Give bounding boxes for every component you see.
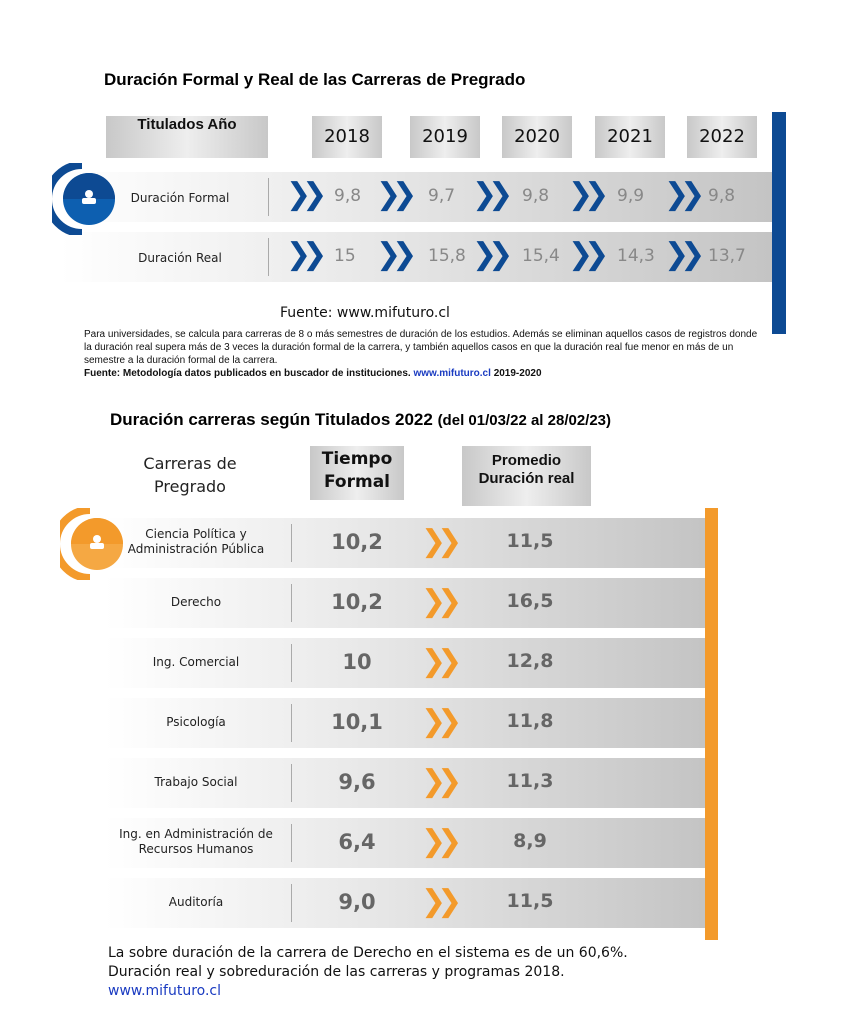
year-header: 2020: [502, 116, 572, 158]
formal-value: 9,0: [338, 890, 376, 914]
blue-accent-bar: [772, 112, 786, 334]
chevron-right-icon: ❯❯: [376, 177, 417, 212]
chevron-right-icon: ❯❯: [568, 237, 609, 272]
real-value: 11,5: [506, 530, 554, 552]
year-value: 9,8: [334, 186, 362, 206]
formal-value: 10,1: [331, 710, 383, 734]
chevron-right-icon: ❯❯: [421, 524, 462, 559]
section1-title: Duración Formal y Real de las Carreras d…: [104, 70, 526, 89]
section2-title-dates: (del 01/03/22 al 28/02/23): [437, 412, 612, 429]
year-value: 9,8: [522, 186, 550, 206]
chevron-right-icon: ❯❯: [421, 584, 462, 619]
year-value: 15: [334, 246, 356, 266]
chevron-right-icon: ❯❯: [286, 177, 327, 212]
career-row: Ing. en Administración de Recursos Human…: [105, 818, 705, 868]
year-header: 2021: [595, 116, 665, 158]
year-value: 9,9: [617, 186, 645, 206]
header-titulados-ano: Titulados Año: [106, 116, 268, 158]
methodology-note: Para universidades, se calcula para carr…: [84, 328, 764, 380]
real-value: 11,5: [506, 890, 554, 912]
chevron-right-icon: ❯❯: [472, 237, 513, 272]
footer-link[interactable]: www.mifuturo.cl: [108, 983, 222, 999]
formal-value: 6,4: [338, 830, 376, 854]
note-text: Para universidades, se calcula para carr…: [84, 329, 758, 366]
row-label: Duración Real: [138, 251, 222, 265]
career-row: Trabajo Social 9,6 ❯❯ 11,3: [105, 758, 705, 808]
real-value: 16,5: [506, 590, 554, 612]
year-value: 9,8: [708, 186, 736, 206]
year-value: 15,4: [522, 246, 560, 266]
col-formal-header: Tiempo Formal: [310, 446, 404, 500]
career-name: Ciencia Política y Administración Públic…: [127, 527, 265, 556]
career-row: Derecho 10,2 ❯❯ 16,5: [105, 578, 705, 628]
note-source: Fuente: Metodología datos publicados en …: [84, 368, 411, 379]
year-header: 2022: [687, 116, 757, 158]
duration-row: Duración Formal ❯❯ 9,8 ❯❯ 9,7 ❯❯ 9,8 ❯❯ 9,9 ❯…: [60, 172, 772, 222]
footer-line1: La sobre duración de la carrera de Derec…: [108, 945, 628, 961]
footer-line2: Duración real y sobreduración de las car…: [108, 964, 565, 980]
real-value: 11,3: [506, 770, 554, 792]
year-value: 15,8: [428, 246, 466, 266]
career-name: Auditoría: [168, 895, 224, 909]
year-header: 2019: [410, 116, 480, 158]
career-row: Auditoría 9,0 ❯❯ 11,5: [105, 878, 705, 928]
col-real-header: Promedio Duración real: [462, 446, 591, 506]
chevron-right-icon: ❯❯: [421, 704, 462, 739]
year-value: 9,7: [428, 186, 456, 206]
formal-value: 10,2: [331, 530, 383, 554]
career-name: Psicología: [166, 715, 226, 729]
footer: La sobre duración de la carrera de Derec…: [108, 944, 628, 1001]
chevron-right-icon: ❯❯: [568, 177, 609, 212]
orange-accent-bar: [705, 508, 718, 940]
real-value: 8,9: [513, 830, 547, 852]
duration-row: Duración Real ❯❯ 15 ❯❯ 15,8 ❯❯ 15,4 ❯❯ 14,3 ❯…: [60, 232, 772, 282]
chevron-right-icon: ❯❯: [421, 824, 462, 859]
source-text: Fuente: www.mifuturo.cl: [280, 305, 450, 321]
note-source-years: 2019-2020: [493, 368, 542, 379]
chevron-right-icon: ❯❯: [421, 764, 462, 799]
chevron-right-icon: ❯❯: [286, 237, 327, 272]
chevron-right-icon: ❯❯: [472, 177, 513, 212]
career-row: Psicología 10,1 ❯❯ 11,8: [105, 698, 705, 748]
note-source-link[interactable]: www.mifuturo.cl: [413, 368, 491, 379]
chevron-right-icon: ❯❯: [421, 884, 462, 919]
formal-value: 9,6: [338, 770, 376, 794]
career-name: Ing. en Administración de Recursos Human…: [119, 827, 273, 856]
user-icon-blue: [44, 161, 118, 237]
formal-value: 10: [342, 650, 372, 674]
career-row: Ing. Comercial 10 ❯❯ 12,8: [105, 638, 705, 688]
chevron-right-icon: ❯❯: [664, 237, 705, 272]
header-label: Titulados Año: [137, 116, 237, 133]
row-label: Duración Formal: [130, 191, 230, 205]
formal-value: 10,2: [331, 590, 383, 614]
year-header: 2018: [312, 116, 382, 158]
user-icon-orange: [52, 506, 126, 582]
section2-title: Duración carreras según Titulados 2022 (…: [110, 410, 611, 430]
chevron-right-icon: ❯❯: [376, 237, 417, 272]
career-name: Derecho: [170, 595, 222, 609]
year-value: 14,3: [617, 246, 655, 266]
col-career-header: Carreras de Pregrado: [143, 454, 237, 496]
year-value: 13,7: [708, 246, 746, 266]
career-name: Trabajo Social: [154, 775, 238, 789]
chevron-right-icon: ❯❯: [664, 177, 705, 212]
career-row: Ciencia Política y Administración Públic…: [105, 518, 705, 568]
real-value: 11,8: [506, 710, 554, 732]
real-value: 12,8: [506, 650, 554, 672]
chevron-right-icon: ❯❯: [421, 644, 462, 679]
career-name: Ing. Comercial: [152, 655, 240, 669]
section2-title-main: Duración carreras según Titulados 2022: [110, 410, 433, 429]
